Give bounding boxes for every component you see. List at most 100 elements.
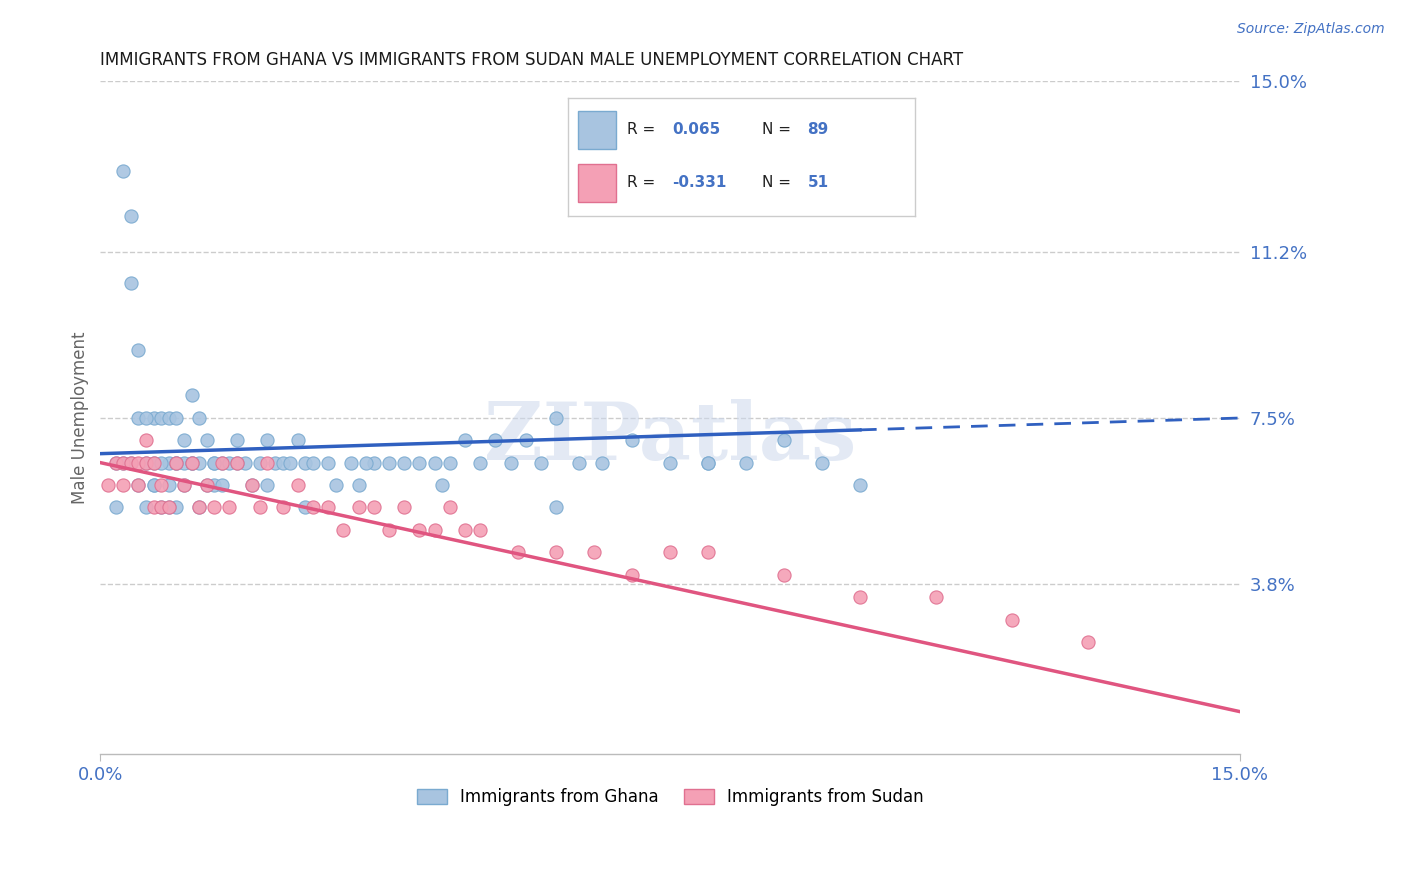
Point [173, 478, 195, 492]
Point [104, 456, 127, 470]
Point [142, 456, 165, 470]
Point [256, 478, 278, 492]
Point [256, 434, 278, 448]
Point [112, 456, 135, 470]
Point [354, 456, 377, 470]
Point [264, 456, 287, 470]
Point [202, 478, 225, 492]
Point [142, 478, 165, 492]
Point [150, 410, 173, 425]
Point [157, 410, 180, 425]
Point [325, 478, 347, 492]
Point [240, 478, 263, 492]
Point [127, 343, 149, 358]
Point [127, 456, 149, 470]
Point [112, 456, 135, 470]
Point [271, 500, 294, 515]
Point [150, 478, 173, 492]
Point [439, 500, 461, 515]
Point [218, 500, 240, 515]
Point [392, 500, 415, 515]
Point [316, 456, 339, 470]
Point [454, 523, 477, 537]
Point [271, 456, 294, 470]
Point [378, 523, 401, 537]
Point [849, 591, 872, 605]
Point [423, 523, 446, 537]
Text: ZIPatlas: ZIPatlas [484, 399, 856, 477]
Point [287, 478, 309, 492]
Point [211, 456, 233, 470]
Point [659, 545, 682, 559]
Point [621, 567, 644, 582]
Point [735, 456, 758, 470]
Point [157, 456, 180, 470]
Point [302, 500, 325, 515]
Point [340, 456, 363, 470]
Point [165, 456, 187, 470]
Point [195, 478, 218, 492]
Point [112, 478, 135, 492]
Point [454, 434, 477, 448]
Point [120, 456, 142, 470]
Point [120, 209, 142, 223]
Point [287, 434, 309, 448]
Point [546, 545, 568, 559]
Point [363, 500, 385, 515]
Point [423, 456, 446, 470]
Text: IMMIGRANTS FROM GHANA VS IMMIGRANTS FROM SUDAN MALE UNEMPLOYMENT CORRELATION CHA: IMMIGRANTS FROM GHANA VS IMMIGRANTS FROM… [100, 51, 963, 69]
Point [583, 545, 606, 559]
Point [249, 500, 271, 515]
Point [773, 434, 796, 448]
Point [188, 456, 211, 470]
Point [173, 478, 195, 492]
Point [127, 478, 149, 492]
Point [202, 500, 225, 515]
Point [925, 591, 948, 605]
Point [591, 456, 613, 470]
Point [470, 456, 492, 470]
Point [811, 456, 834, 470]
Point [97, 478, 120, 492]
Point [180, 456, 202, 470]
Point [278, 456, 301, 470]
Point [188, 410, 211, 425]
Point [165, 500, 187, 515]
Point [104, 500, 127, 515]
Point [392, 456, 415, 470]
Point [180, 456, 202, 470]
Point [621, 434, 644, 448]
Point [195, 478, 218, 492]
Point [546, 500, 568, 515]
Point [546, 410, 568, 425]
Point [202, 456, 225, 470]
Point [120, 276, 142, 290]
Point [363, 456, 385, 470]
Point [697, 545, 720, 559]
Point [165, 410, 187, 425]
Point [173, 434, 195, 448]
Text: Source: ZipAtlas.com: Source: ZipAtlas.com [1237, 22, 1385, 37]
Point [180, 388, 202, 402]
Point [240, 478, 263, 492]
Point [302, 456, 325, 470]
Point [142, 410, 165, 425]
Point [188, 500, 211, 515]
Point [568, 456, 591, 470]
Point [173, 456, 195, 470]
Point [508, 545, 530, 559]
Point [470, 523, 492, 537]
Point [127, 478, 149, 492]
Point [211, 478, 233, 492]
Point [120, 456, 142, 470]
Point [135, 500, 157, 515]
Point [849, 478, 872, 492]
Point [135, 456, 157, 470]
Point [256, 456, 278, 470]
Point [157, 500, 180, 515]
Point [294, 456, 316, 470]
Point [515, 434, 537, 448]
Point [104, 456, 127, 470]
Point [294, 500, 316, 515]
Point [165, 456, 187, 470]
